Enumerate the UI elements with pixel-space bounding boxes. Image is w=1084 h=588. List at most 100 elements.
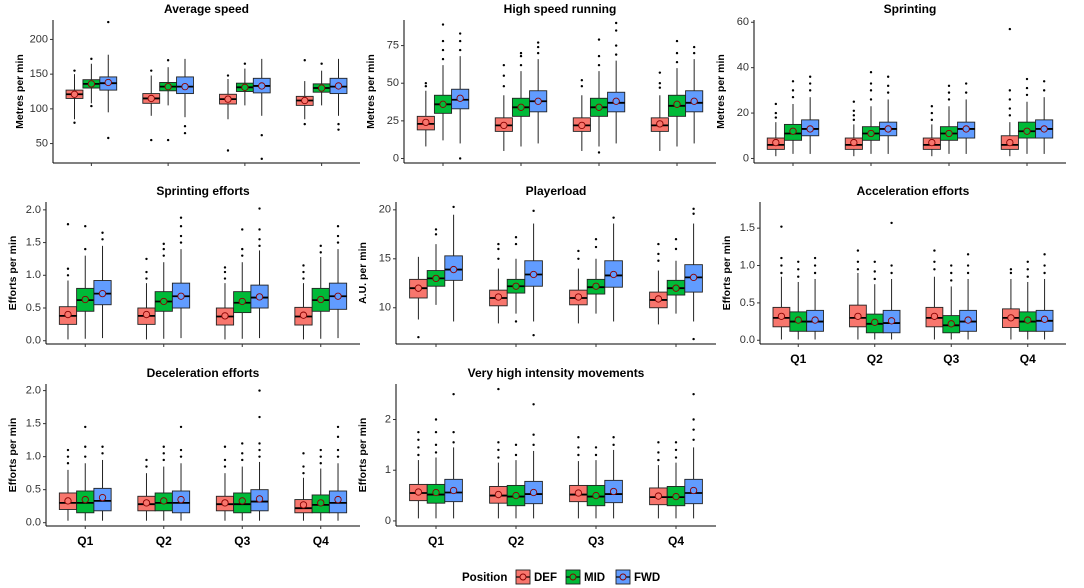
- panel-deceleration-efforts: Deceleration efforts Efforts per min 0.0 0.…: [7, 366, 360, 548]
- box-def-q2: [844, 100, 863, 157]
- outlier-point: [303, 122, 306, 126]
- outlier-point: [319, 244, 322, 248]
- box-def-q3: [925, 249, 944, 340]
- outlier-point: [302, 471, 305, 475]
- box-mid-q4: [1017, 77, 1037, 154]
- mean-marker: [164, 82, 172, 91]
- outlier-point: [145, 458, 148, 462]
- mean-marker: [1040, 315, 1049, 323]
- outlier-point: [336, 241, 340, 244]
- mean-marker: [449, 265, 458, 274]
- mean-marker: [64, 310, 72, 319]
- panel-playerload: Playerload A.U. per min 10 15 20: [357, 184, 716, 347]
- outlier-point: [675, 60, 679, 64]
- outlier-point: [536, 41, 540, 44]
- box-mid-q2: [511, 51, 531, 147]
- outlier-point: [107, 20, 110, 24]
- outlier-point: [532, 433, 535, 436]
- outlier-point: [1042, 80, 1046, 83]
- box-mid-q2: [506, 443, 526, 519]
- outlier-point: [1042, 89, 1046, 92]
- outlier-point: [692, 438, 695, 441]
- y-axis-label: Efforts per min: [7, 236, 19, 311]
- y-axis-label: A.U. per min: [357, 242, 369, 304]
- outlier-point: [241, 442, 244, 445]
- outlier-point: [890, 221, 893, 225]
- outlier-point: [808, 89, 812, 92]
- box-fwd-q2: [171, 216, 191, 339]
- outlier-point: [179, 455, 183, 458]
- outlier-point: [223, 277, 227, 280]
- box-fwd-q2: [171, 425, 191, 521]
- outlier-point: [458, 48, 462, 52]
- outlier-point: [1008, 107, 1012, 110]
- outlier-point: [692, 207, 695, 211]
- outlier-point: [519, 54, 523, 58]
- outlier-point: [84, 425, 87, 429]
- mean-marker: [142, 499, 151, 507]
- panel-acceleration-efforts: Acceleration efforts Efforts per min 0.0 0.…: [721, 184, 1066, 366]
- outlier-point: [337, 128, 340, 131]
- y-tick-label: 1.5: [740, 222, 755, 234]
- outlier-point: [258, 244, 261, 248]
- outlier-point: [1026, 268, 1029, 271]
- x-tick-label: Q3: [234, 534, 250, 548]
- outlier-point: [73, 121, 76, 124]
- outlier-point: [73, 69, 76, 72]
- outlier-point: [150, 69, 153, 72]
- outlier-point: [223, 445, 227, 448]
- mean-marker: [456, 94, 464, 102]
- box-mid-q2: [154, 445, 173, 521]
- outlier-point: [179, 225, 183, 228]
- box-def-q2: [142, 69, 161, 142]
- outlier-point: [162, 242, 165, 246]
- outlier-point: [950, 271, 953, 275]
- outlier-point: [258, 415, 261, 419]
- outlier-point: [532, 403, 535, 406]
- outlier-point: [947, 98, 951, 101]
- box-mid-q1: [82, 57, 101, 108]
- box-fwd-q4: [1035, 80, 1054, 154]
- outlier-point: [162, 247, 165, 251]
- outlier-point: [223, 270, 227, 274]
- mean-marker: [690, 97, 698, 105]
- outlier-point: [890, 264, 893, 267]
- outlier-point: [84, 247, 87, 251]
- box-def-q1: [772, 225, 791, 340]
- mean-marker: [142, 310, 151, 319]
- outlier-point: [441, 39, 445, 43]
- box-mid-q4: [311, 448, 330, 521]
- mean-marker: [81, 295, 89, 304]
- legend-entry-mid: MID: [565, 569, 605, 585]
- outlier-point: [658, 86, 662, 89]
- box-def-q1: [409, 430, 428, 519]
- outlier-point: [657, 451, 660, 454]
- mean-marker: [221, 312, 229, 320]
- outlier-point: [66, 223, 70, 226]
- outlier-point: [179, 234, 183, 238]
- mean-marker: [930, 312, 939, 320]
- mean-marker: [928, 138, 936, 147]
- y-tick-label: 1.0: [26, 451, 41, 463]
- outlier-point: [66, 455, 70, 458]
- outlier-point: [417, 335, 420, 339]
- box-fwd-q1: [93, 231, 112, 339]
- outlier-point: [258, 207, 261, 210]
- outlier-point: [657, 441, 660, 444]
- outlier-point: [658, 82, 662, 85]
- outlier-point: [692, 45, 696, 49]
- outlier-point: [241, 247, 244, 251]
- outlier-point: [577, 436, 580, 439]
- outlier-point: [319, 251, 322, 254]
- mean-marker: [689, 486, 698, 495]
- box-fwd-q3: [252, 58, 271, 161]
- outlier-point: [101, 452, 104, 455]
- box-mid-q4: [666, 238, 686, 314]
- outlier-point: [930, 118, 934, 122]
- y-tick-label: 10: [379, 302, 391, 314]
- outlier-point: [886, 75, 890, 78]
- outlier-point: [497, 441, 500, 444]
- mean-marker: [181, 82, 189, 91]
- box-def-q1: [58, 448, 78, 521]
- mean-marker: [238, 497, 246, 505]
